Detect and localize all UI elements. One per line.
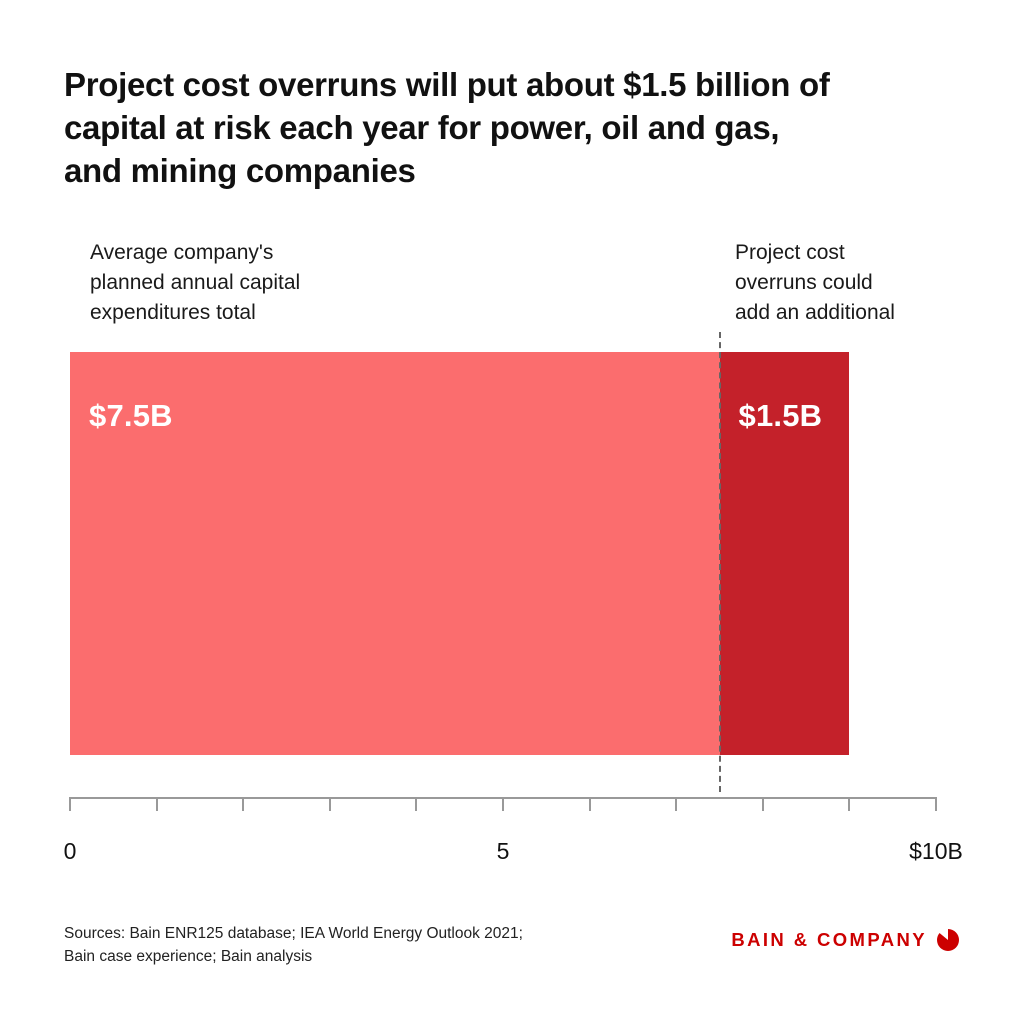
- axis-tick: [502, 797, 504, 811]
- axis-tick: [761, 797, 764, 811]
- brand-lockup: BAIN & COMPANY: [731, 928, 960, 952]
- axis-tick: [935, 797, 937, 811]
- sources-note: Sources: Bain ENR125 database; IEA World…: [64, 925, 523, 966]
- brand-wordmark: BAIN & COMPANY: [731, 929, 927, 950]
- chart-title: Project cost overruns will put about $1.…: [64, 66, 830, 189]
- bar-segment-planned: $7.5B: [70, 352, 720, 755]
- axis-tick: [155, 797, 158, 811]
- axis-tick-label: 5: [496, 838, 510, 864]
- axis-tick: [675, 797, 678, 811]
- annotation-cost-overruns: Project cost overruns could add an addit…: [735, 241, 895, 324]
- divider-line: [718, 332, 721, 792]
- axis-tick-label: 0: [63, 838, 77, 864]
- bar-segment-overrun: $1.5B: [719, 352, 850, 755]
- axis-tick: [415, 797, 418, 811]
- axis-tick: [242, 797, 245, 811]
- bar-value-planned: $7.5B: [89, 398, 173, 433]
- axis-tick: [69, 797, 71, 811]
- axis-tick: [588, 797, 591, 811]
- axis-tick: [848, 797, 851, 811]
- bar-value-overrun: $1.5B: [738, 398, 823, 433]
- bain-compass-icon: [937, 928, 959, 951]
- axis-tick: [328, 797, 331, 811]
- annotation-planned-capex: Average company's planned annual capital…: [90, 241, 301, 324]
- axis-tick-label: $10B: [909, 838, 963, 864]
